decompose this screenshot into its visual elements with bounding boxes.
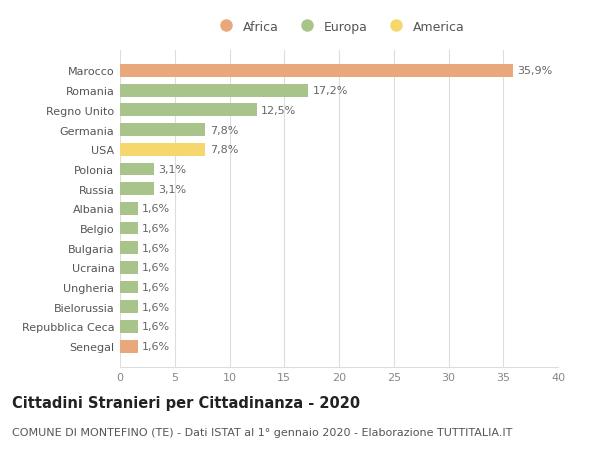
Text: 1,6%: 1,6% xyxy=(142,204,170,214)
Bar xyxy=(120,124,205,137)
Bar xyxy=(120,242,137,255)
Text: 17,2%: 17,2% xyxy=(313,86,348,96)
Bar xyxy=(120,340,137,353)
Text: 1,6%: 1,6% xyxy=(142,263,170,273)
Text: 3,1%: 3,1% xyxy=(158,184,187,194)
Text: 35,9%: 35,9% xyxy=(517,66,553,76)
Text: 7,8%: 7,8% xyxy=(210,125,238,135)
Text: 1,6%: 1,6% xyxy=(142,341,170,352)
Text: 3,1%: 3,1% xyxy=(158,164,187,174)
Text: 12,5%: 12,5% xyxy=(261,106,296,116)
Text: 1,6%: 1,6% xyxy=(142,224,170,234)
Text: 1,6%: 1,6% xyxy=(142,282,170,292)
Bar xyxy=(120,320,137,333)
Text: 1,6%: 1,6% xyxy=(142,302,170,312)
Legend: Africa, Europa, America: Africa, Europa, America xyxy=(208,16,470,39)
Text: Cittadini Stranieri per Cittadinanza - 2020: Cittadini Stranieri per Cittadinanza - 2… xyxy=(12,395,360,410)
Bar xyxy=(120,183,154,196)
Bar xyxy=(120,202,137,215)
Bar xyxy=(120,163,154,176)
Bar xyxy=(120,262,137,274)
Text: 1,6%: 1,6% xyxy=(142,322,170,332)
Bar xyxy=(120,65,513,78)
Bar xyxy=(120,301,137,313)
Text: COMUNE DI MONTEFINO (TE) - Dati ISTAT al 1° gennaio 2020 - Elaborazione TUTTITAL: COMUNE DI MONTEFINO (TE) - Dati ISTAT al… xyxy=(12,427,512,437)
Text: 1,6%: 1,6% xyxy=(142,243,170,253)
Bar xyxy=(120,144,205,156)
Bar xyxy=(120,104,257,117)
Text: 7,8%: 7,8% xyxy=(210,145,238,155)
Bar xyxy=(120,84,308,97)
Bar xyxy=(120,281,137,294)
Bar xyxy=(120,222,137,235)
